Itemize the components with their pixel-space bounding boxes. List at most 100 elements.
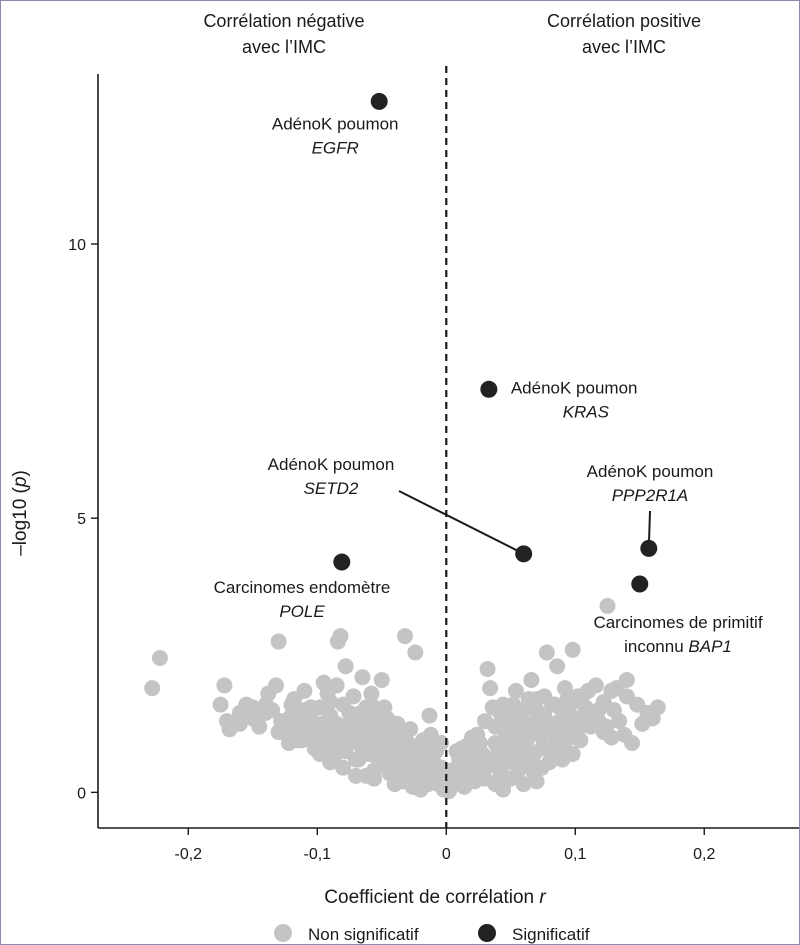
non-significant-point (564, 745, 581, 762)
y-tick-label: 5 (77, 511, 86, 528)
non-significant-point (332, 628, 349, 645)
annotation-label: Carcinomes endomètre (214, 578, 391, 597)
non-significant-point (515, 776, 532, 793)
non-significant-point (407, 644, 424, 661)
non-significant-point (309, 718, 326, 735)
significant-points (333, 92, 658, 593)
non-significant-point (298, 729, 315, 746)
non-significant-point (251, 718, 268, 735)
non-significant-point (212, 696, 229, 713)
region-label-positive-line2: avec l’IMC (582, 37, 666, 57)
non-significant-point (433, 735, 450, 752)
point-annotations: AdénoK poumon EGFR AdénoK poumon KRAS AdénoK… (214, 114, 763, 656)
non-significant-point (624, 735, 641, 752)
non-significant-point (151, 650, 168, 667)
non-significant-point (541, 754, 558, 771)
annotation-label: AdénoK poumon (511, 378, 638, 397)
non-significant-point (396, 628, 413, 645)
non-significant-point (270, 633, 287, 650)
non-significant-point (476, 713, 493, 730)
non-significant-point (244, 699, 261, 716)
annotation-label: inconnu BAP1 (624, 637, 732, 656)
annotation-label: AdénoK poumon (272, 114, 399, 133)
non-significant-point (547, 715, 564, 732)
non-significant-point (513, 710, 530, 727)
non-significant-point (386, 776, 403, 793)
non-significant-point (599, 597, 616, 614)
significant-point (333, 553, 351, 571)
non-significant-point (286, 721, 303, 738)
non-significant-point (367, 710, 384, 727)
non-significant-point (296, 682, 313, 699)
region-label-negative-line1: Corrélation négative (203, 11, 364, 31)
non-significant-point (479, 660, 496, 677)
non-significant-point (520, 691, 537, 708)
annotation-gene: KRAS (563, 402, 610, 421)
non-significant-point (464, 729, 481, 746)
annotation-gene: EGFR (312, 138, 359, 157)
non-significant-point (551, 699, 568, 716)
non-significant-point (335, 759, 352, 776)
non-significant-point (505, 696, 522, 713)
non-significant-point (522, 751, 539, 768)
non-significant-point (418, 732, 435, 749)
non-significant-point (536, 688, 553, 705)
non-significant-point (533, 740, 550, 757)
region-label-positive: Corrélation positive avec l’IMC (547, 11, 701, 57)
non-significant-point (216, 677, 233, 694)
non-significant-point (268, 677, 285, 694)
non-significant-point (399, 756, 416, 773)
non-significant-point (421, 707, 438, 724)
significant-point (480, 380, 498, 398)
legend: Non significatif Significatif (274, 924, 590, 944)
non-significant-point (257, 704, 274, 721)
non-significant-point (302, 699, 319, 716)
axes: -0,2 -0,1 0 0,1 0,2 0 5 10 (68, 74, 799, 863)
non-significant-point (611, 713, 628, 730)
non-significant-point (567, 726, 584, 743)
significant-point (640, 539, 658, 557)
non-significant-point (502, 737, 519, 754)
legend-swatch-non-significant (274, 924, 292, 942)
non-significant-point (497, 715, 514, 732)
non-significant-point (507, 682, 524, 699)
non-significant-point (341, 724, 358, 741)
legend-swatch-significant (478, 924, 496, 942)
non-significant-point (328, 677, 345, 694)
significant-point (370, 92, 388, 110)
non-significant-point (376, 699, 393, 716)
non-significant-point (487, 735, 504, 752)
x-tick-label: -0,2 (175, 846, 203, 863)
x-tick-label: 0,2 (693, 846, 715, 863)
non-significant-point (528, 773, 545, 790)
annotation-label: AdénoK poumon (268, 455, 395, 474)
y-tick-label: 10 (68, 237, 86, 254)
x-tick-label: -0,1 (303, 846, 331, 863)
significant-point (515, 545, 533, 563)
non-significant-point (324, 737, 341, 754)
non-significant-point (523, 671, 540, 688)
legend-label-non-significant: Non significatif (308, 925, 419, 944)
non-significant-point (595, 693, 612, 710)
non-significant-point (649, 699, 666, 716)
non-significant-point (144, 680, 161, 697)
non-significant-point (337, 743, 354, 760)
non-significant-point (354, 669, 371, 686)
non-significant-point (322, 693, 339, 710)
annotation-label: Carcinomes de primitif (593, 613, 762, 632)
annotation-gene: SETD2 (304, 479, 359, 498)
non-significant-point (393, 737, 410, 754)
non-significant-point (564, 641, 581, 658)
non-significant-point (337, 658, 354, 675)
non-significant-point (538, 644, 555, 661)
region-label-negative-line2: avec l’IMC (242, 37, 326, 57)
non-significant-point (363, 685, 380, 702)
non-significant-point (358, 699, 375, 716)
x-tick-label: 0,1 (564, 846, 586, 863)
significant-point (631, 575, 649, 593)
y-axis-title: –log10 (p) (10, 470, 31, 556)
non-significant-points (144, 597, 666, 800)
non-significant-point (495, 781, 512, 798)
region-label-negative: Corrélation négative avec l’IMC (203, 11, 364, 57)
